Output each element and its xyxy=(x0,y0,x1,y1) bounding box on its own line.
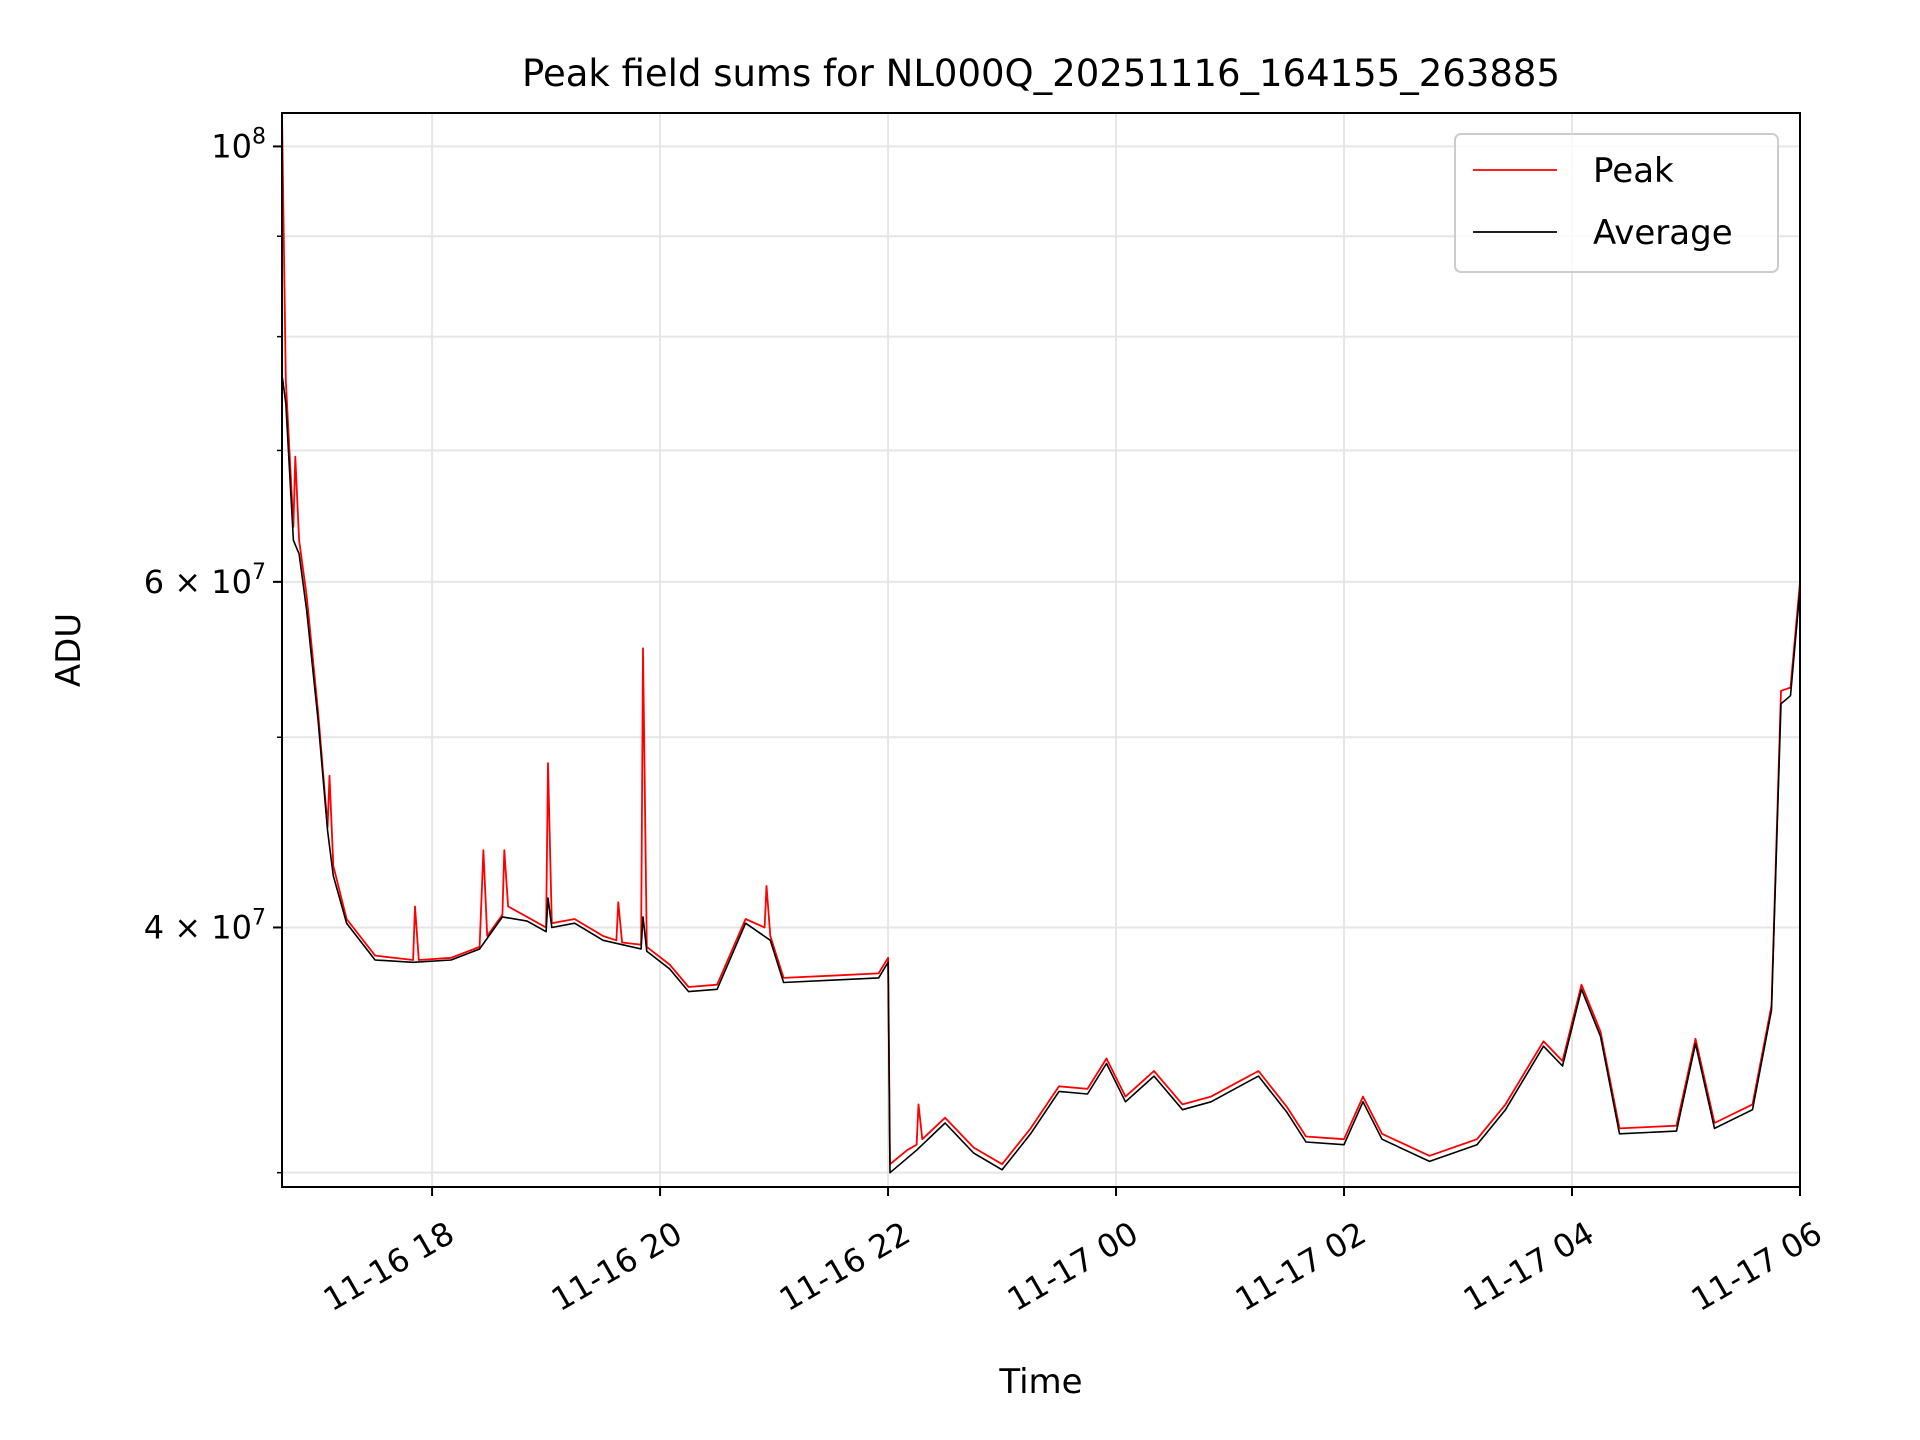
grid xyxy=(282,113,1801,1187)
plot-frame xyxy=(281,112,1801,1188)
y-tick-label: 4 × 107 xyxy=(144,905,266,946)
legend-label-peak: Peak xyxy=(1593,151,1674,191)
chart-title: Peak field sums for NL000Q_20251116_1641… xyxy=(522,52,1560,95)
series-line-peak xyxy=(282,113,1800,1166)
y-tick-label: 6 × 107 xyxy=(144,560,266,601)
y-axis-label: ADU xyxy=(49,613,89,687)
y-tick-label: 108 xyxy=(211,124,266,165)
x-axis-label: Time xyxy=(998,1362,1082,1402)
legend-box xyxy=(1454,133,1779,273)
legend: Peak Average xyxy=(1454,133,1779,273)
legend-label-average: Average xyxy=(1593,213,1733,253)
series-layer xyxy=(282,113,1800,1174)
series-line-average xyxy=(282,374,1800,1174)
